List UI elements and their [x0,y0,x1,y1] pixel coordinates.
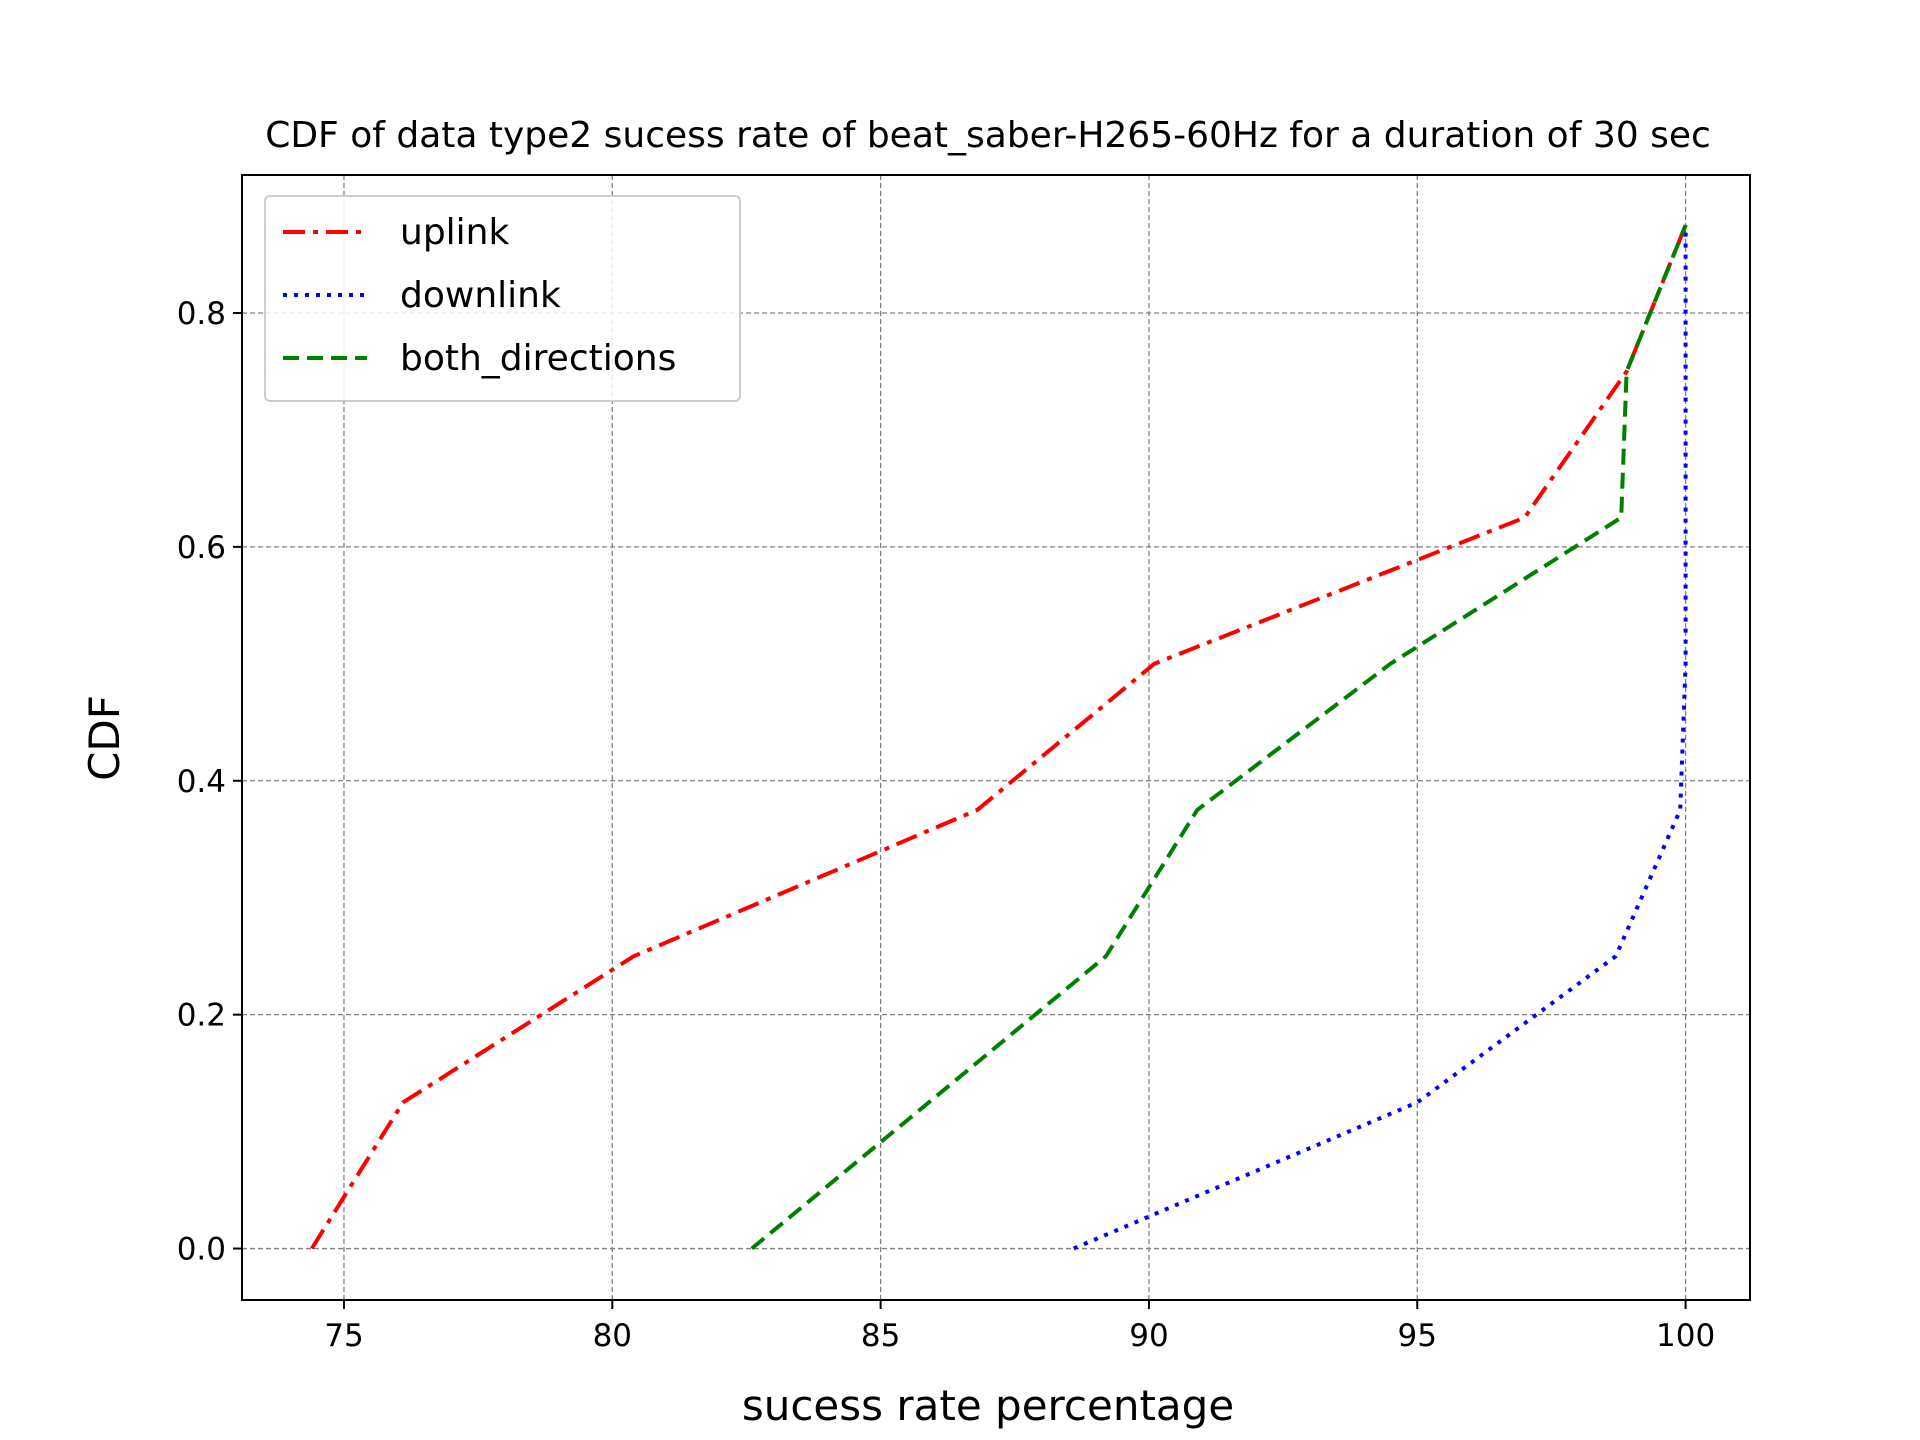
grid-lines [242,175,1750,1300]
y-tick-label: 0.8 [177,296,226,332]
x-axis-title: sucess rate percentage [742,1381,1234,1430]
axis-ticks: 75 80 85 90 95 100 0.0 0.2 0.4 0.6 0.8 [177,296,1715,1354]
y-tick-label: 0.2 [177,998,226,1034]
legend-label: both_directions [400,338,676,379]
x-tick-label: 90 [1129,1318,1168,1354]
x-tick-label: 75 [324,1318,363,1354]
y-tick-label: 0.0 [177,1232,226,1268]
legend: uplink downlink both_directions [264,195,741,402]
x-tick-label: 95 [1398,1318,1437,1354]
y-axis-title: CDF [80,695,129,781]
series-line-both-directions [750,224,1688,1251]
x-tick-label: 80 [593,1318,632,1354]
y-tick-label: 0.6 [177,530,226,566]
chart-title: CDF of data type2 sucess rate of beat_sa… [265,115,1711,156]
series-lines [310,224,1688,1251]
series-line-uplink [310,224,1688,1250]
legend-label: downlink [400,275,561,316]
legend-box [264,195,741,402]
x-tick-label: 85 [861,1318,900,1354]
legend-label: uplink [400,212,509,253]
x-tick-label: 100 [1656,1318,1715,1354]
y-tick-label: 0.4 [177,764,226,800]
plot-frame [241,174,1751,1301]
